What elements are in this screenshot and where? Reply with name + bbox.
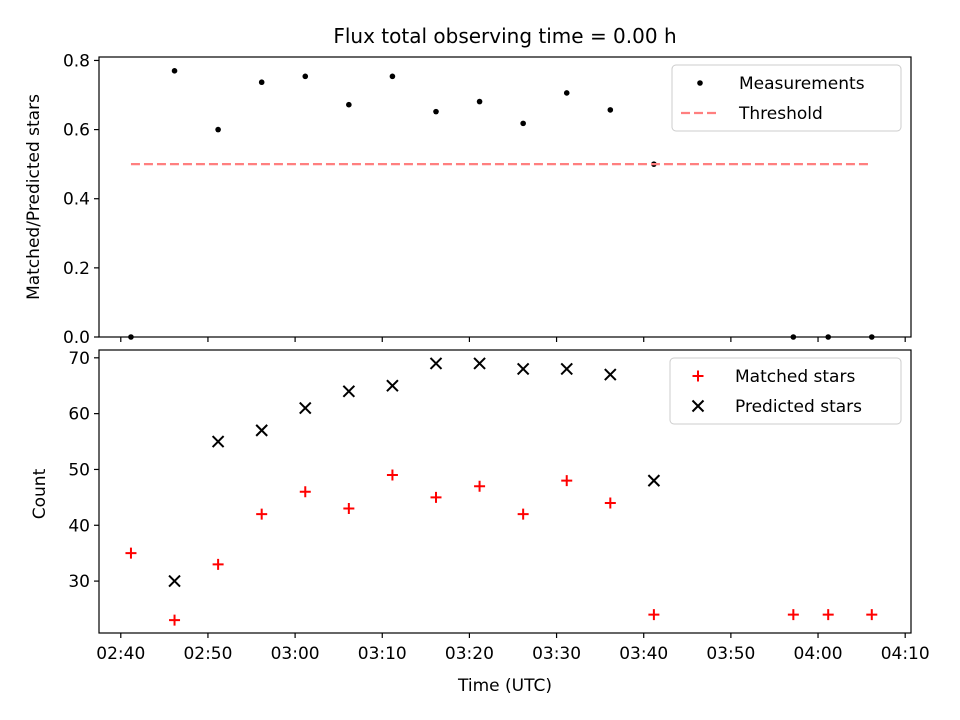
measurements-point-1: [171, 68, 178, 74]
predicted-stars-point-1: [211, 435, 225, 448]
bottom-axes-frame: [98, 349, 912, 634]
top-axes-frame: [98, 56, 912, 338]
measurements-point-3: [258, 79, 265, 86]
chart-title: Flux total observing time = 0.00 h: [333, 24, 676, 48]
matched-stars-point-10: [561, 475, 573, 487]
matched-stars-point-4: [299, 486, 311, 498]
matched-stars-point-0: [125, 547, 137, 559]
measurements-point-2: [215, 126, 221, 133]
predicted-stars-point-6: [429, 357, 443, 370]
measurements-point-4: [302, 73, 309, 80]
top-y-tick-label-2: 0.4: [63, 190, 90, 210]
measurements-point-14: [825, 334, 832, 340]
predicted-stars-point-11: [647, 474, 661, 487]
predicted-stars-point-10: [604, 368, 617, 381]
x-tick-label-1: 02:50: [183, 644, 232, 664]
predicted-stars-point-5: [386, 379, 399, 392]
matched-stars-point-1: [169, 614, 181, 626]
measurements-point-10: [563, 90, 570, 96]
measurements-point-8: [476, 98, 483, 105]
x-tick-label-9: 04:10: [881, 644, 930, 664]
predicted-stars-point-0: [168, 574, 181, 588]
matched-stars-point-2: [212, 558, 224, 570]
measurements-point-7: [433, 108, 439, 115]
measurements-point-0: [128, 334, 134, 340]
bottom-y-tick-label-0: 30: [68, 572, 90, 592]
legend-predicted-stars-label: Predicted stars: [735, 397, 862, 417]
legend-predicted-stars-point-handle: [691, 399, 705, 413]
predicted-stars-point-7: [473, 357, 486, 370]
legend-matched-stars-label: Matched stars: [735, 367, 855, 387]
bottom-legend: Matched stars Predicted stars: [669, 357, 902, 425]
bottom-y-tick-label-3: 60: [68, 405, 90, 425]
measurements-point-9: [520, 120, 526, 127]
bottom-panel: 30 40 50 60 70 02:40 02:50 03:00 03:10 03:20 03:30…: [68, 349, 929, 664]
matched-stars-point-11: [604, 497, 616, 509]
x-tick-label-5: 03:30: [532, 644, 581, 664]
top-y-tick-label-1: 0.2: [63, 259, 90, 279]
x-tick-label-4: 03:20: [445, 644, 494, 664]
predicted-stars-point-2: [255, 424, 268, 437]
bottom-y-tick-label-4: 70: [68, 349, 90, 369]
top-plot-area: [128, 68, 875, 340]
predicted-stars-point-9: [560, 362, 573, 376]
measurements-point-15: [868, 334, 875, 340]
matched-stars-point-6: [386, 469, 398, 481]
measurements-point-5: [346, 101, 352, 108]
measurements-point-11: [607, 107, 614, 113]
legend-measurements-label: Measurements: [739, 74, 865, 94]
top-legend: Measurements Threshold: [671, 64, 902, 132]
matched-stars-point-12: [648, 609, 660, 621]
top-legend-box: [671, 64, 902, 132]
x-tick-label-2: 03:00: [271, 644, 320, 664]
x-axis-label: Time (UTC): [457, 676, 552, 696]
x-tick-label-7: 03:50: [706, 644, 755, 664]
top-y-tick-label-3: 0.6: [63, 121, 90, 141]
x-tick-label-0: 02:40: [96, 644, 145, 664]
legend-measurements-point-handle: [697, 80, 703, 86]
top-y-axis-label: Matched/Predicted stars: [24, 94, 44, 300]
measurements-point-13: [790, 334, 797, 340]
bottom-y-tick-label-2: 50: [68, 460, 90, 480]
top-y-tick-label-0: 0.0: [63, 328, 90, 348]
x-tick-label-3: 03:10: [358, 644, 407, 664]
x-tick-label-8: 04:00: [794, 644, 843, 664]
bottom-y-axis-label: Count: [30, 468, 50, 519]
matched-stars-point-5: [343, 503, 355, 515]
predicted-stars-point-8: [516, 362, 530, 376]
matched-stars-point-14: [822, 609, 834, 621]
measurements-point-6: [389, 73, 396, 80]
bottom-plot-area: [125, 357, 878, 626]
legend-threshold-label: Threshold: [738, 104, 823, 124]
matched-stars-point-7: [430, 491, 442, 503]
top-panel: 0.0 0.2 0.4 0.6 0.8 Measurements Threshold: [63, 51, 912, 348]
x-tick-label-6: 03:40: [619, 644, 668, 664]
top-y-tick-label-4: 0.8: [63, 51, 90, 71]
predicted-stars-point-3: [299, 401, 312, 415]
matched-stars-point-9: [517, 508, 529, 520]
matched-stars-point-8: [474, 480, 486, 492]
legend-matched-stars-point-handle: [692, 370, 704, 382]
matched-stars-point-3: [256, 508, 268, 520]
matched-stars-point-13: [787, 609, 799, 621]
matched-stars-point-15: [866, 609, 878, 621]
bottom-y-tick-label-1: 40: [68, 516, 90, 536]
bottom-legend-box: [669, 357, 902, 425]
predicted-stars-point-4: [342, 385, 356, 398]
